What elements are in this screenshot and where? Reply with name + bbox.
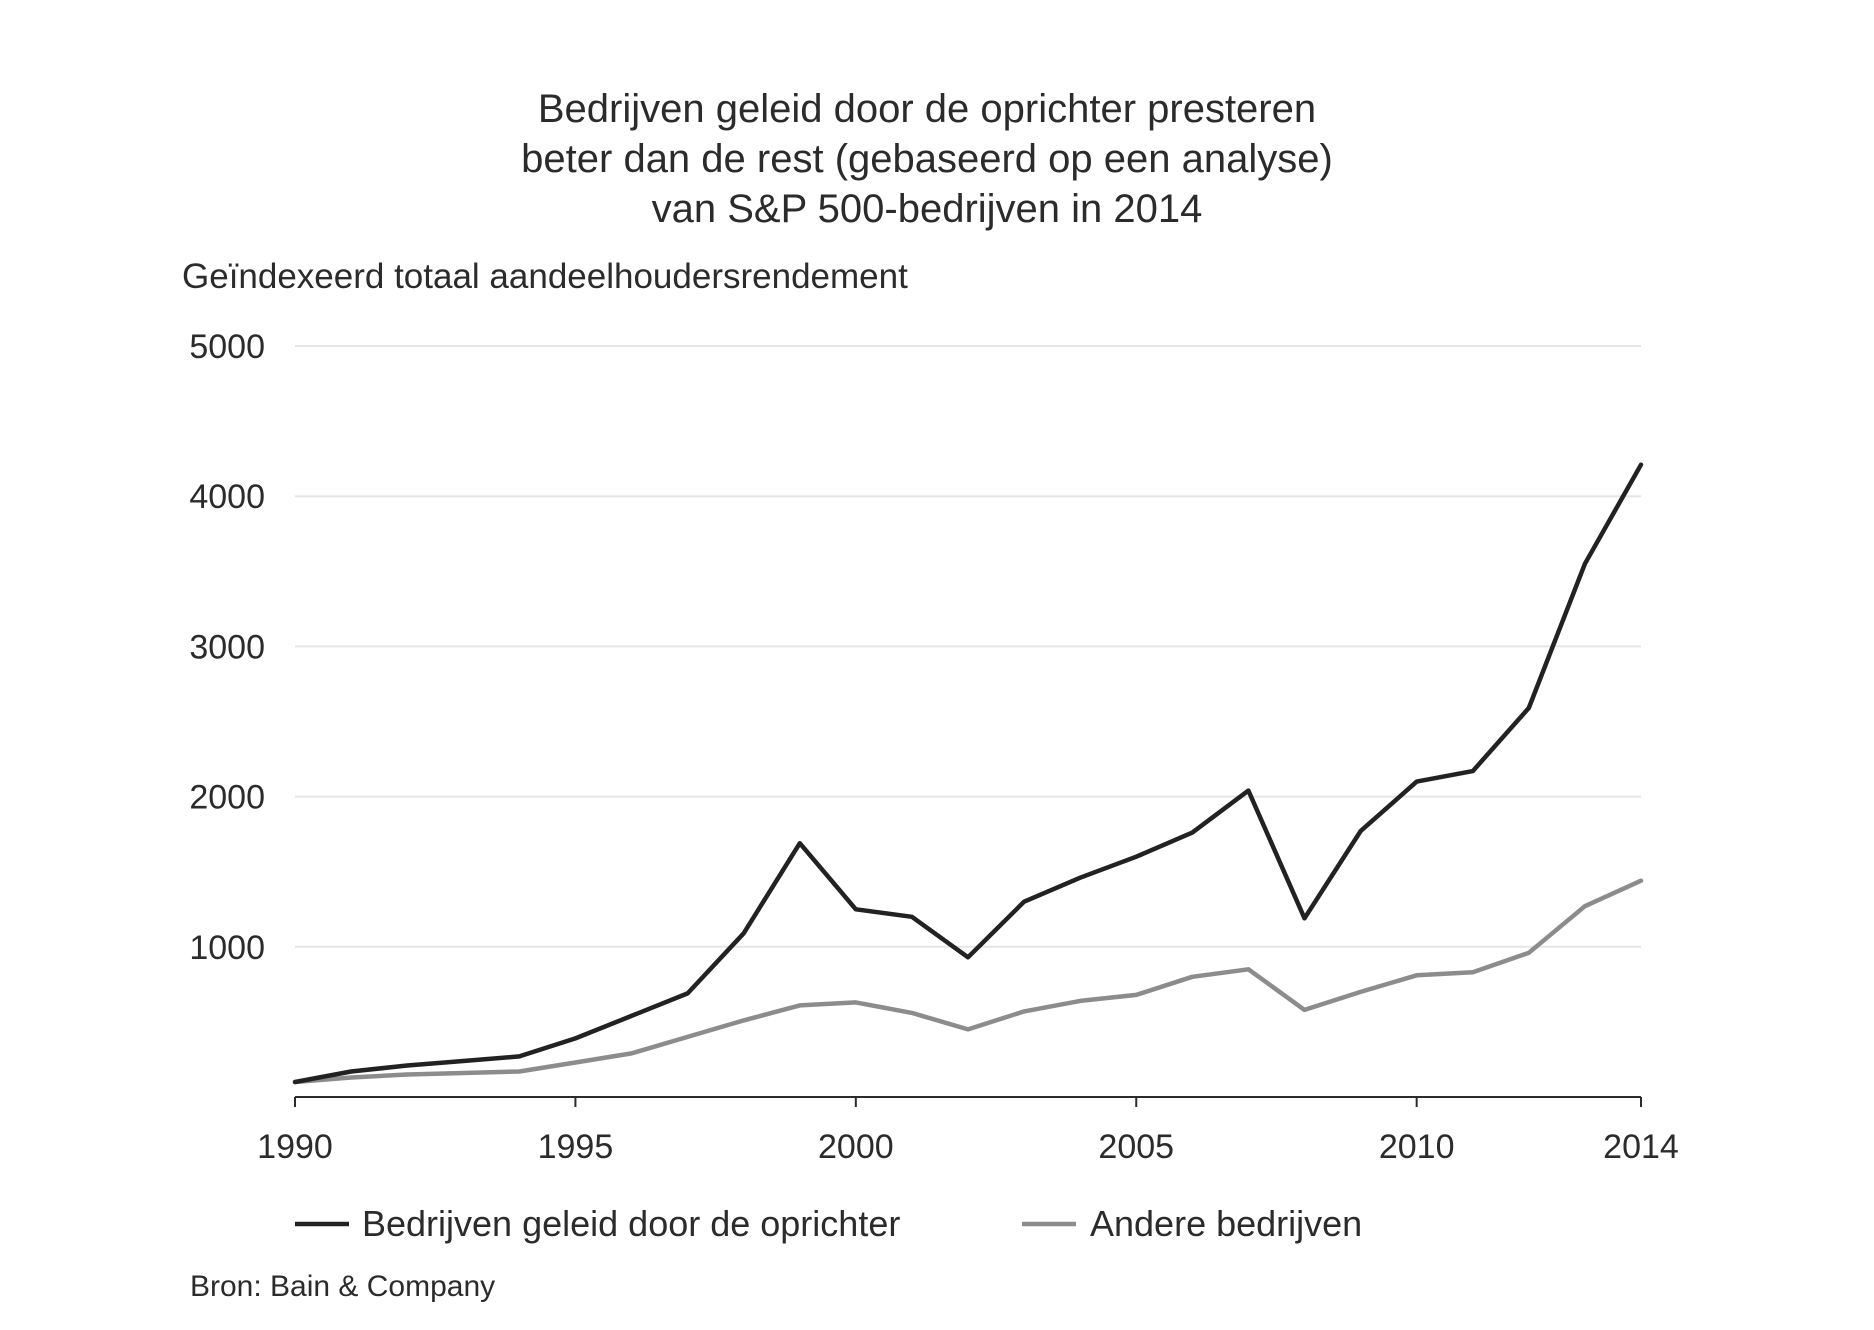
series-line-founder-led <box>292 462 1644 1085</box>
legend: Bedrijven geleid door de oprichter Ander… <box>295 1203 1362 1244</box>
x-axis: 1990 1995 2000 2005 2010 2014 <box>257 1096 1679 1166</box>
source-note: Bron: Bain & Company <box>190 1270 495 1303</box>
legend-label-founder-led: Bedrijven geleid door de oprichter <box>362 1203 900 1244</box>
chart-title-line-2: beter dan de rest (gebaseerd op een anal… <box>521 137 1333 181</box>
series-lines <box>292 462 1644 1085</box>
x-tick-label-2005: 2005 <box>1098 1128 1174 1166</box>
x-tick-label-2010: 2010 <box>1379 1128 1455 1166</box>
gridlines <box>295 345 1641 948</box>
chart-title: Bedrijven geleid door de oprichter prest… <box>521 87 1333 231</box>
x-tick-label-2000: 2000 <box>818 1128 894 1166</box>
chart-title-line-3: van S&P 500-bedrijven in 2014 <box>652 187 1203 231</box>
y-tick-label-2000: 2000 <box>189 779 265 817</box>
legend-label-other-companies: Andere bedrijven <box>1090 1203 1362 1244</box>
y-axis-ticks: 1000 2000 3000 4000 5000 <box>189 328 265 967</box>
y-tick-label-5000: 5000 <box>189 328 265 366</box>
y-tick-label-4000: 4000 <box>189 478 265 516</box>
chart-title-line-1: Bedrijven geleid door de oprichter prest… <box>538 87 1316 131</box>
y-axis-label: Geïndexeerd totaal aandeelhoudersrendeme… <box>182 257 908 296</box>
x-tick-label-1995: 1995 <box>538 1128 614 1166</box>
y-tick-label-3000: 3000 <box>189 628 265 666</box>
x-tick-label-1990: 1990 <box>257 1128 333 1166</box>
y-tick-label-1000: 1000 <box>189 929 265 967</box>
x-tick-label-2014: 2014 <box>1603 1128 1679 1166</box>
series-line-other-companies <box>292 878 1644 1085</box>
